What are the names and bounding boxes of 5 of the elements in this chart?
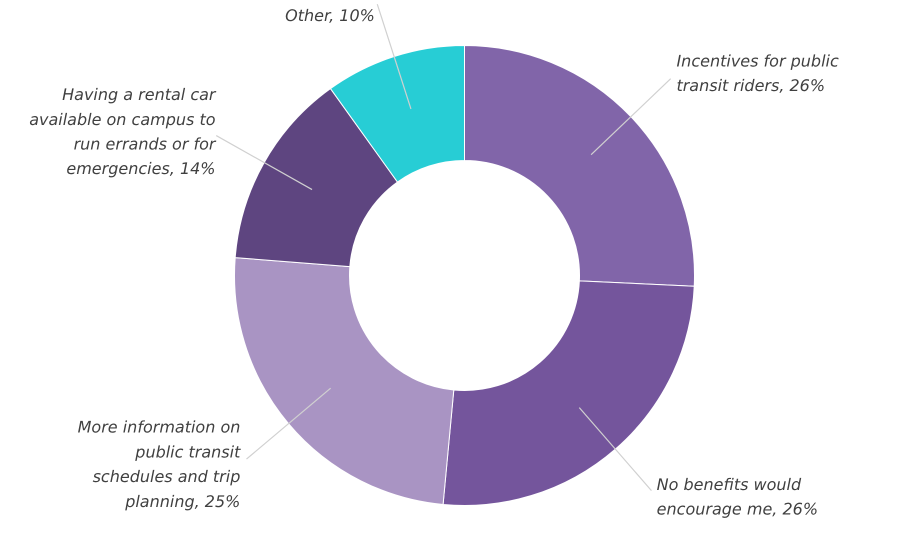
slice-label: More information on public transit schedules and trip planning, 25% [78,418,242,511]
slice-label: Other, 10% [285,6,375,25]
slice-label: Having a rental car available on campus to run errands or for emergencies, 14% [29,85,217,178]
slice-label: Incentives for public transit riders, 26% [676,51,839,96]
slice-label: No benefits would encourage me, 26% [656,474,818,519]
